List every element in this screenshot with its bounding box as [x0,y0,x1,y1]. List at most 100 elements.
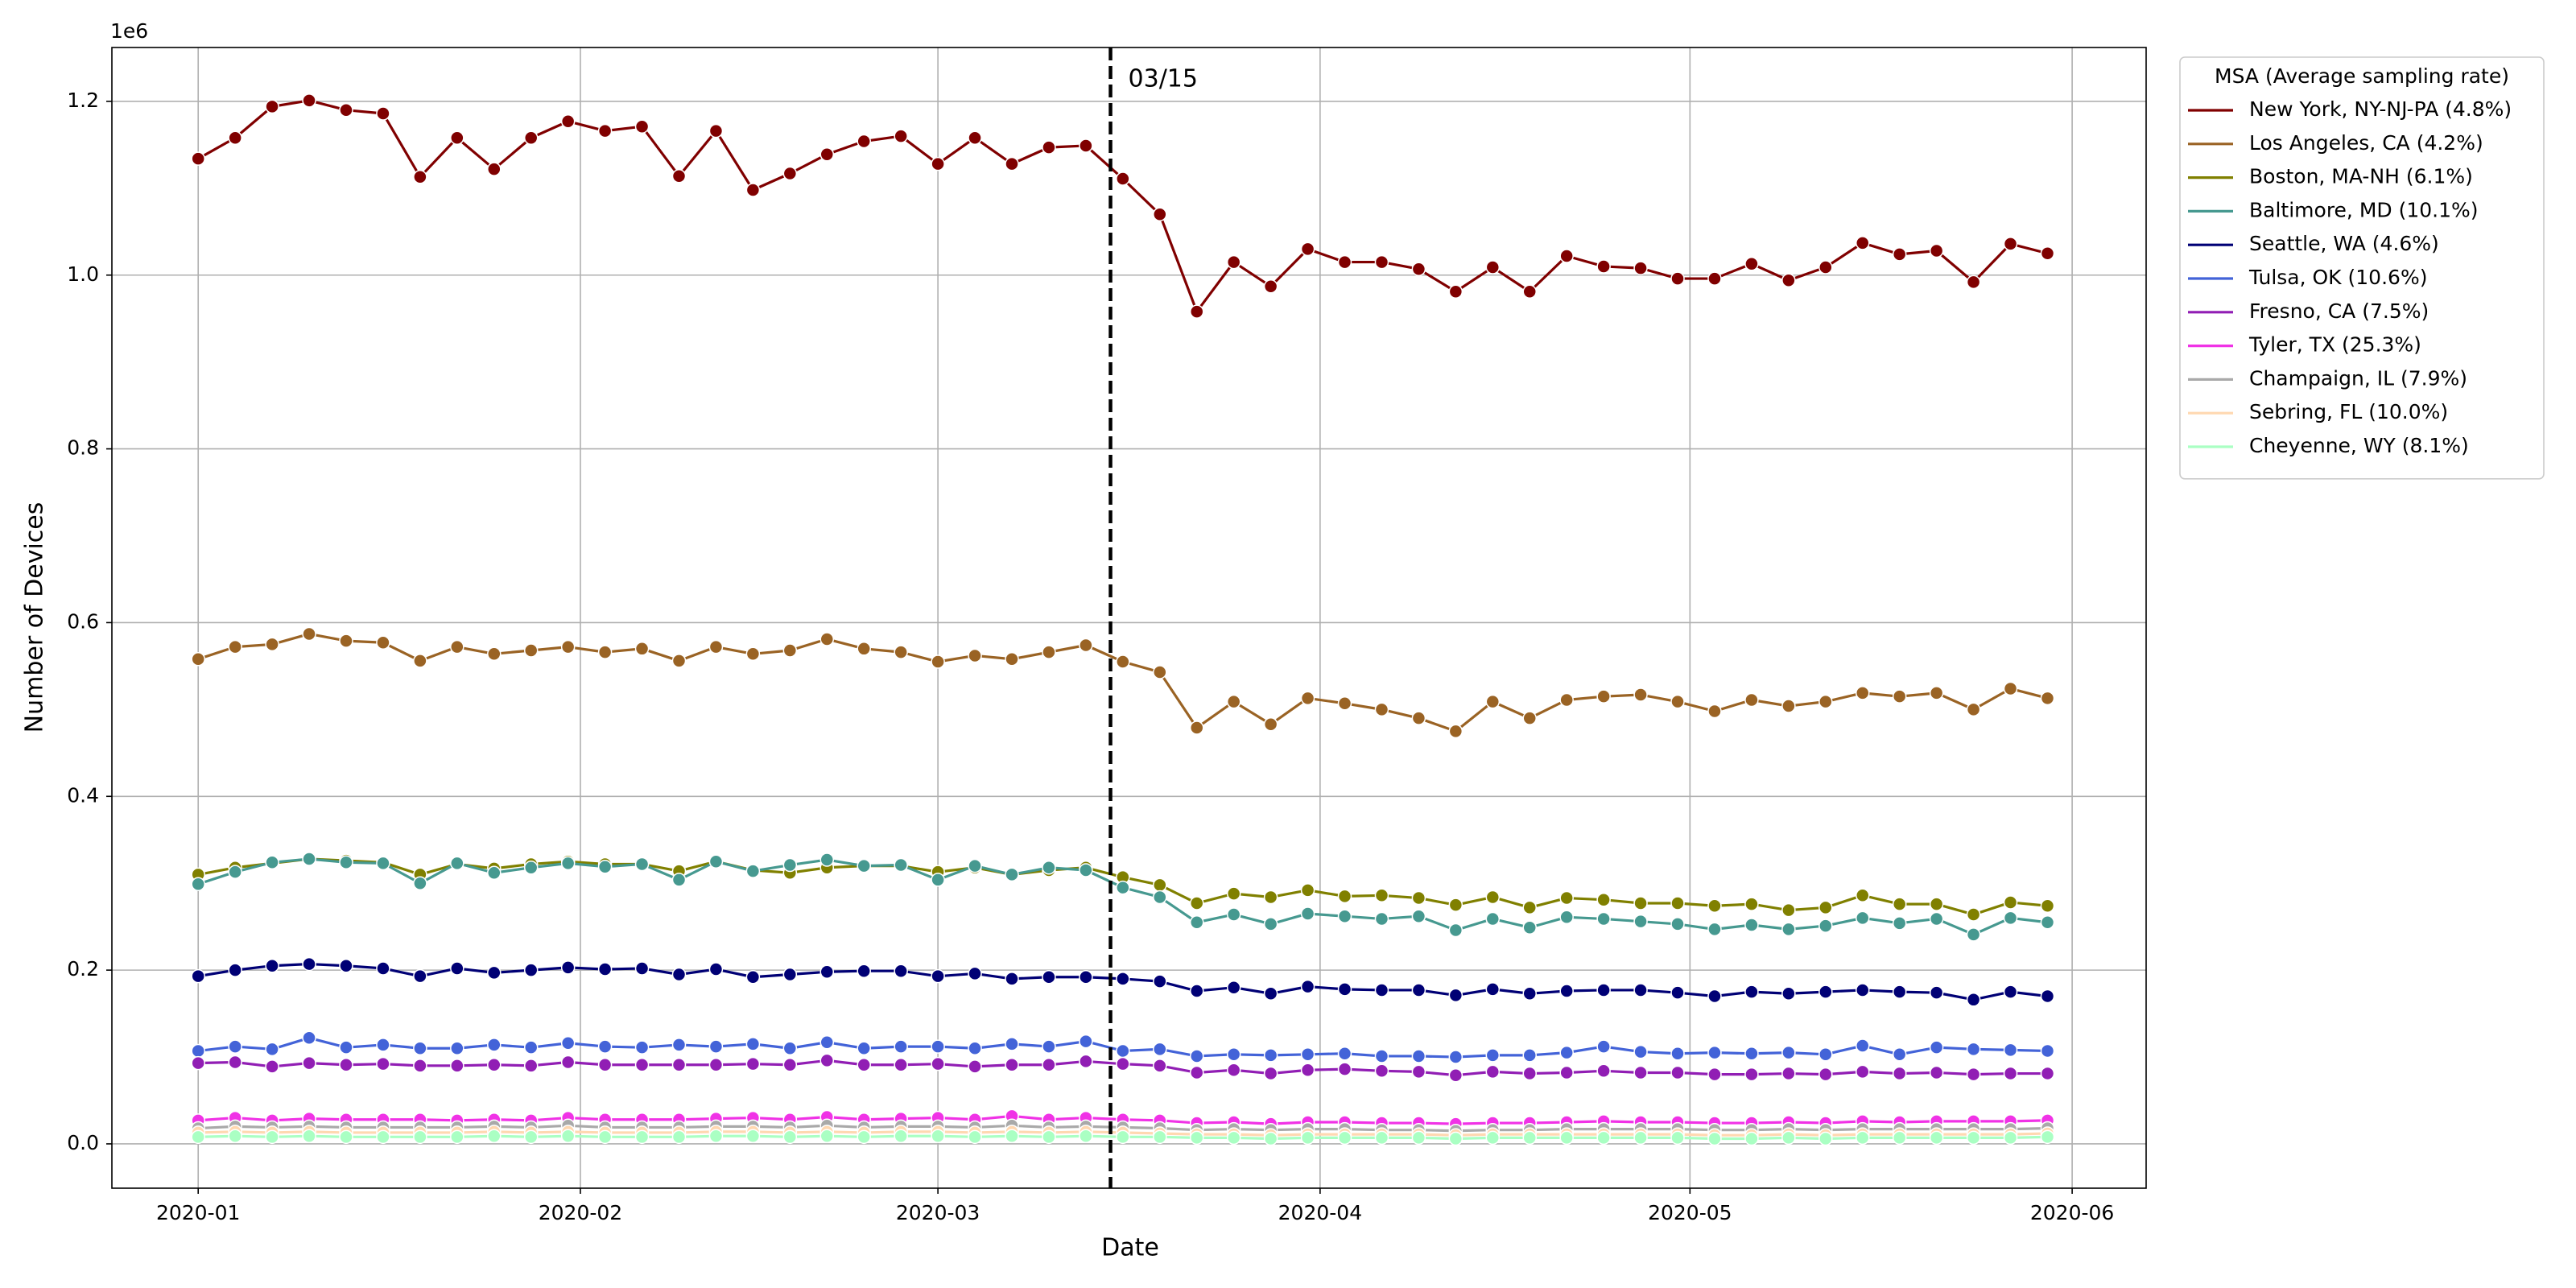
data-point [968,858,982,873]
data-point [1153,207,1167,221]
data-point [1929,911,1944,927]
legend-label: Los Angeles, CA (4.2%) [2249,131,2483,155]
data-point [1856,1038,1870,1053]
data-point [857,858,871,873]
data-point [708,639,724,654]
data-point [1005,1037,1019,1051]
data-point [376,1129,390,1145]
data-point [1411,983,1426,997]
data-point [487,1058,502,1072]
data-point [1189,304,1204,319]
data-point [560,1055,576,1070]
data-point [376,106,390,121]
data-point [1263,890,1278,905]
data-point [191,1055,205,1071]
data-point [1042,861,1056,875]
data-point [708,962,724,976]
data-point [1005,1129,1019,1143]
data-point [1856,983,1870,997]
data-point [1189,720,1204,735]
data-point [1559,1130,1574,1146]
data-point [265,1059,279,1074]
grid [112,47,2146,1188]
data-point [968,1129,982,1145]
data-point [1596,983,1611,997]
plot-frame [111,47,2147,1189]
data-point [523,861,539,875]
data-point [968,966,982,981]
data-point [931,156,945,171]
data-point [302,1129,316,1143]
x-tick-label: 2020-01 [156,1201,240,1224]
series [191,1053,2055,1083]
data-point [487,1038,502,1052]
data-point [1559,984,1574,998]
data-point [968,648,982,663]
data-point [819,852,835,867]
data-point [191,652,205,667]
data-point [1929,1065,1944,1080]
data-point [450,961,464,976]
y-tick-label: 0.6 [67,609,99,633]
data-point [1189,1130,1204,1146]
data-point [1337,889,1352,904]
data-point [708,1129,724,1143]
data-point [1374,1049,1389,1063]
data-point [1818,1047,1833,1062]
data-point [228,865,242,879]
data-point [1485,911,1501,927]
data-point [523,1040,539,1055]
data-point [1929,1130,1944,1146]
data-point [1856,236,1870,250]
data-point [1042,645,1056,659]
data-point [1596,1130,1611,1146]
data-point [302,626,316,642]
data-point [857,1129,871,1145]
data-point [1966,927,1981,942]
data-point [1966,1067,1981,1082]
data-point [1374,702,1389,717]
data-point [1892,1130,1907,1146]
data-point [1337,982,1352,997]
data-point [1485,1048,1501,1063]
data-point [413,1129,427,1145]
data-point [1374,911,1389,927]
series [191,852,2055,922]
data-point [2003,1066,2018,1081]
data-point [1485,694,1501,709]
data-point [1707,1131,1722,1146]
data-point [228,130,242,145]
data-point [931,873,945,887]
data-point [782,967,798,982]
data-point [1485,1064,1501,1080]
data-point [1448,923,1463,938]
data-point [560,1129,576,1143]
data-point [1522,284,1537,299]
data-point [745,183,761,197]
data-point [1005,867,1019,882]
data-point [339,1040,353,1055]
legend-label: Sebring, FL (10.0%) [2249,400,2448,423]
data-point [1781,922,1796,937]
data-point [708,1058,724,1072]
x-tick-label: 2020-04 [1278,1201,1362,1224]
data-point [894,1039,908,1054]
data-point [1596,1063,1611,1079]
data-point [782,1058,798,1072]
data-point [745,1129,761,1143]
data-point [1300,906,1315,921]
data-point [1781,1130,1796,1146]
data-point [597,962,613,976]
data-point [1116,880,1130,895]
data-point [634,1129,650,1145]
data-point [1374,1063,1389,1079]
data-point [1818,1131,1833,1146]
data-point [1633,983,1648,997]
data-point [1485,982,1501,997]
data-point [634,961,650,976]
data-point [1374,1130,1389,1146]
data-point [1744,692,1759,708]
data-point [1670,1065,1685,1080]
data-point [1633,1130,1648,1146]
